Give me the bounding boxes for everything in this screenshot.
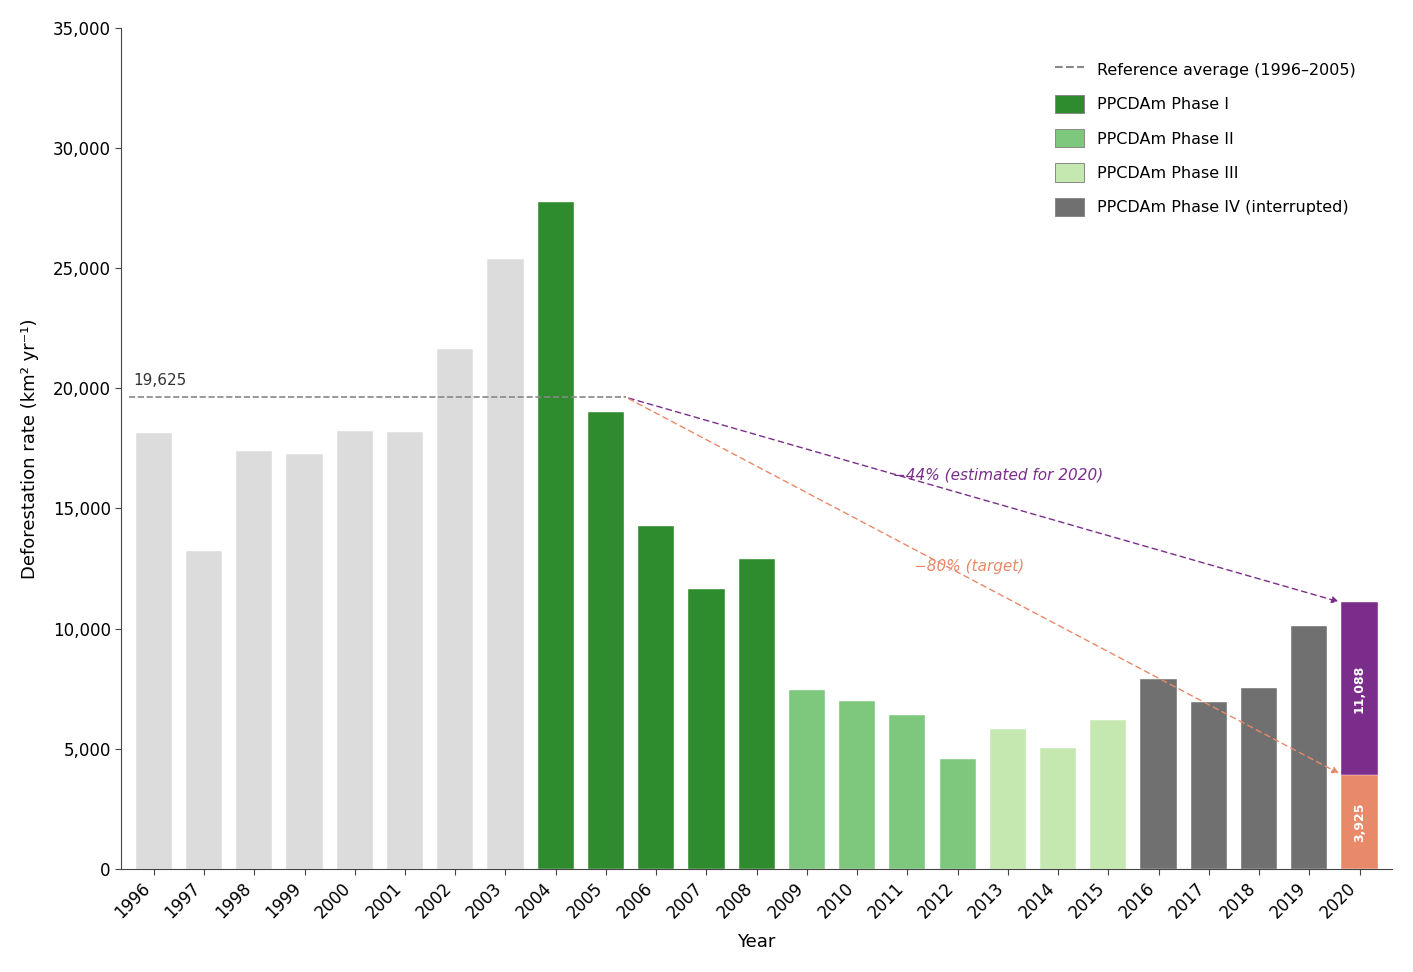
Bar (889, 714, 926, 869)
Bar (287, 454, 322, 869)
Text: 19,625: 19,625 (134, 373, 187, 388)
Bar (1091, 720, 1126, 869)
Bar (788, 689, 825, 869)
Bar (187, 551, 222, 869)
Bar (1341, 775, 1378, 869)
Text: 11,088: 11,088 (1354, 665, 1366, 712)
X-axis label: Year: Year (738, 933, 776, 952)
Bar (236, 451, 273, 869)
Bar (1191, 702, 1226, 869)
Text: −80% (target): −80% (target) (914, 559, 1024, 573)
Bar (940, 759, 976, 869)
Bar (437, 349, 473, 869)
Bar (1291, 626, 1327, 869)
Bar (1140, 679, 1177, 869)
Legend: Reference average (1996–2005), PPCDAm Phase I, PPCDAm Phase II, PPCDAm Phase III: Reference average (1996–2005), PPCDAm Ph… (1039, 45, 1372, 232)
Bar (336, 431, 373, 869)
Bar (639, 526, 674, 869)
Bar (588, 412, 625, 869)
Bar (688, 589, 725, 869)
Bar (839, 701, 875, 869)
Bar (989, 729, 1026, 869)
Y-axis label: Deforestation rate (km² yr⁻¹): Deforestation rate (km² yr⁻¹) (21, 318, 38, 578)
Bar (1040, 748, 1077, 869)
Text: −44% (estimated for 2020): −44% (estimated for 2020) (893, 468, 1104, 482)
Bar (387, 433, 422, 869)
Bar (1341, 603, 1378, 869)
Bar (136, 433, 172, 869)
Bar (537, 201, 574, 869)
Text: 3,925: 3,925 (1354, 802, 1366, 842)
Bar (487, 259, 524, 869)
Bar (739, 559, 774, 869)
Bar (1241, 688, 1277, 869)
